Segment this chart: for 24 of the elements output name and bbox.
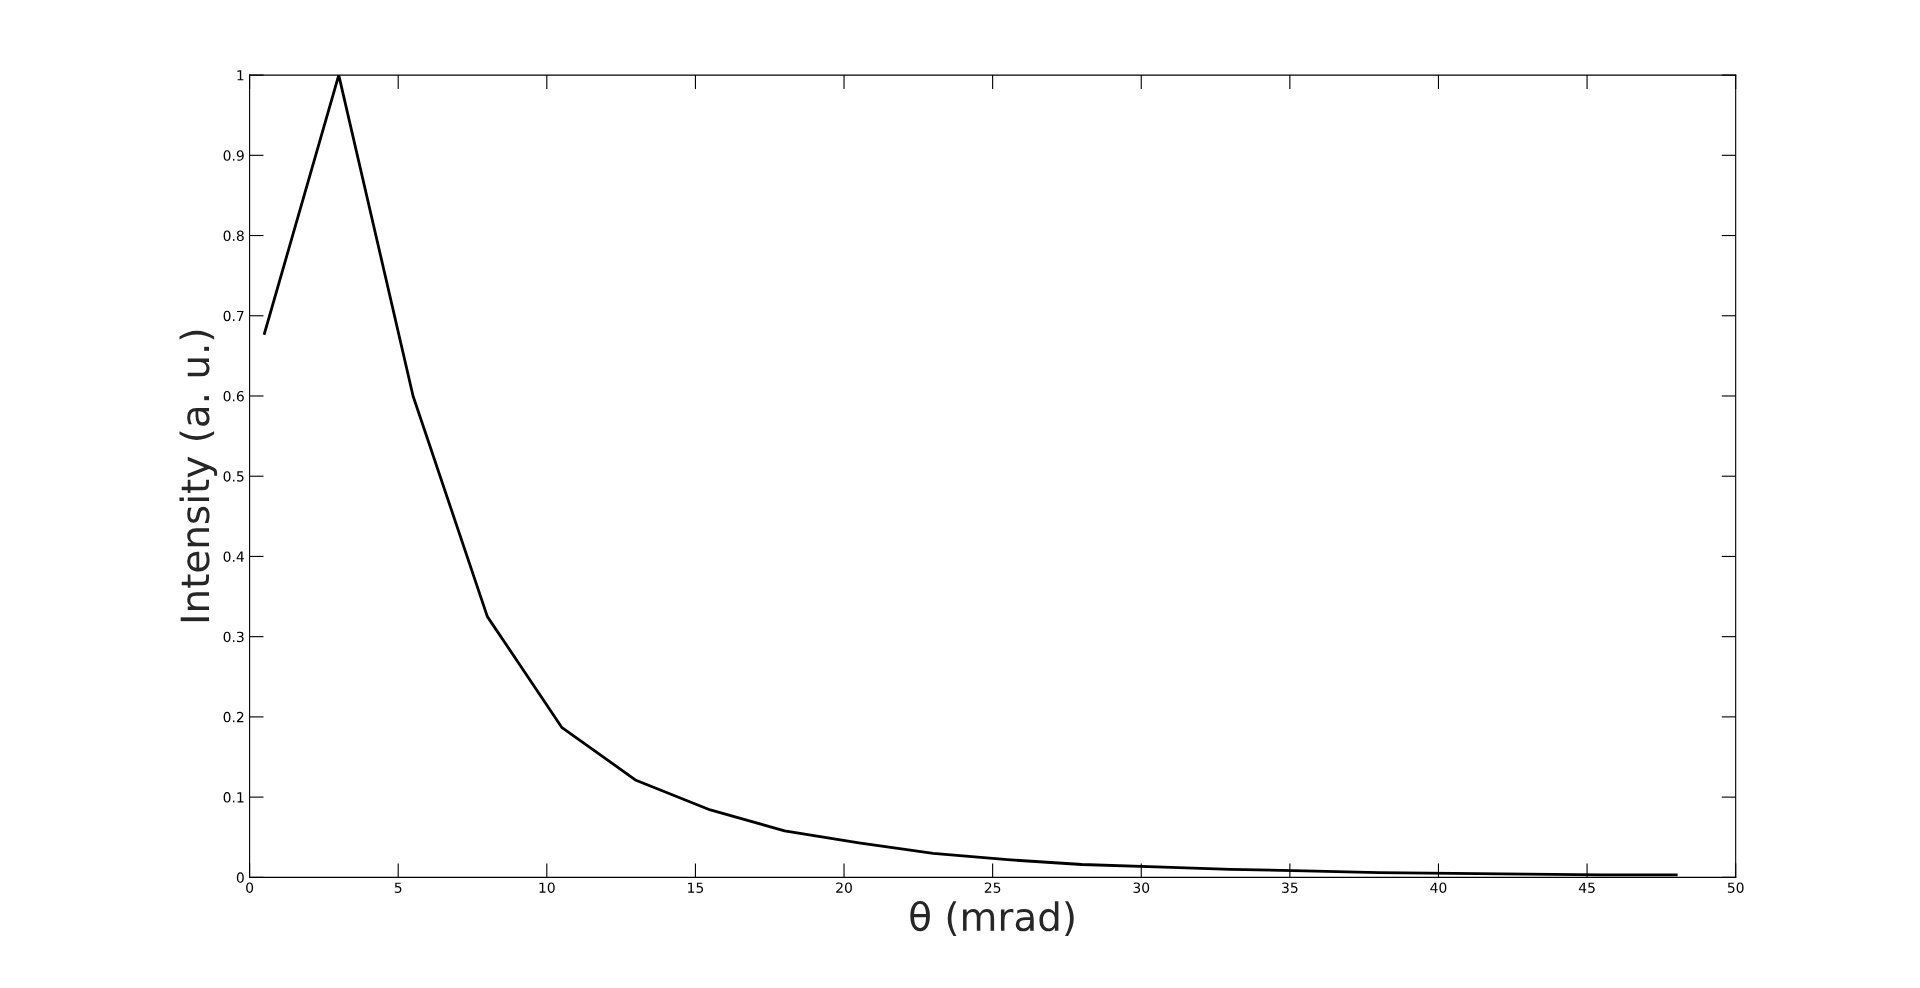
y-tick-label: 0.1	[223, 792, 244, 803]
y-tick-label: 0.6	[223, 390, 244, 402]
x-tick-label: 35	[1282, 882, 1298, 893]
x-axis-title: θ (mrad)	[910, 900, 1074, 936]
y-tick-label: 0.3	[223, 631, 244, 643]
x-tick-label: 15	[688, 882, 704, 893]
y-tick-label: 0.9	[223, 150, 244, 161]
y-tick-label: 0.2	[223, 711, 244, 723]
y-tick-label: 0.4	[223, 551, 244, 562]
y-axis-title: Intensity (a. u.)	[179, 330, 218, 622]
y-tick-label: 1	[237, 70, 244, 81]
x-tick-label: 5	[394, 882, 402, 893]
x-tick-label: 30	[1133, 882, 1150, 893]
y-tick-label: 0	[236, 872, 244, 883]
x-tick-label: 10	[539, 882, 555, 893]
x-tick-label: 40	[1430, 882, 1447, 893]
y-tick-label: 0.8	[223, 230, 244, 242]
x-tick-label: 20	[836, 882, 852, 893]
y-tick-label: 0.7	[223, 310, 244, 322]
x-tick-label: 50	[1727, 882, 1744, 893]
x-tick-label: 45	[1578, 882, 1595, 893]
y-tick-label: 0.5	[223, 471, 244, 482]
x-tick-label: 0	[246, 882, 254, 893]
x-tick-label: 25	[984, 882, 1001, 893]
